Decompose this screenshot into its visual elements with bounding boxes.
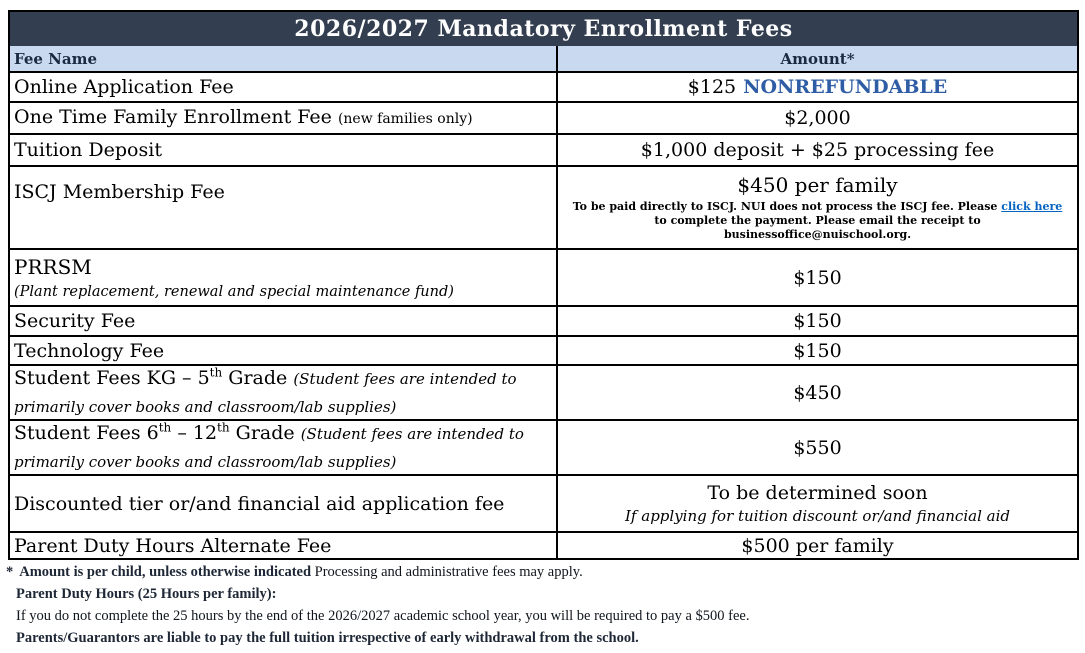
fee-name-iscj-membership: ISCJ Membership Fee — [10, 167, 558, 248]
table-row: Technology Fee $150 — [10, 335, 1077, 364]
table-row: Online Application Fee $125 NONREFUNDABLE — [10, 71, 1077, 101]
fee-label: Technology Fee — [14, 339, 165, 362]
amount-value: $550 — [793, 436, 842, 459]
fee-label: Tuition Deposit — [14, 139, 162, 161]
ordinal-suffix: th — [217, 420, 230, 435]
click-here-link[interactable]: click here — [1001, 200, 1063, 213]
fee-label: – 12 — [171, 421, 218, 444]
amount-value: $450 per family — [737, 173, 898, 197]
table-title: 2026/2027 Mandatory Enrollment Fees — [10, 12, 1077, 46]
table-row: Parent Duty Hours Alternate Fee $500 per… — [10, 531, 1077, 558]
footnote-parent-duty-hours: Parent Duty Hours (25 Hours per family): — [16, 586, 277, 602]
fee-name-parent-duty: Parent Duty Hours Alternate Fee — [10, 533, 558, 558]
fee-label: Grade — [222, 366, 294, 389]
amount-note: If applying for tuition discount or/and … — [625, 506, 1010, 525]
fee-label: ISCJ Membership Fee — [14, 181, 225, 203]
fee-label-subtitle: (Plant replacement, renewal and special … — [14, 283, 454, 300]
nonrefundable-badge: NONREFUNDABLE — [743, 76, 948, 98]
amount-value: $150 — [793, 266, 842, 289]
fee-label-note: (Student fees are intended to primarily … — [14, 424, 524, 471]
amount-value: $125 — [687, 76, 737, 98]
fee-name-family-enrollment: One Time Family Enrollment Fee (new fami… — [10, 103, 558, 133]
fee-name-technology: Technology Fee — [10, 337, 558, 364]
fee-amount-online-application: $125 NONREFUNDABLE — [558, 73, 1077, 101]
fee-name-student-fees-6-12: Student Fees 6th – 12th Grade (Student f… — [10, 421, 558, 474]
amount-value: $500 per family — [741, 534, 894, 557]
table-row: Student Fees KG – 5th Grade (Student fee… — [10, 364, 1077, 419]
table-row: Security Fee $150 — [10, 305, 1077, 335]
fee-label-note: (new families only) — [337, 111, 473, 127]
ordinal-suffix: th — [158, 420, 172, 435]
fee-label: Student Fees 6 — [14, 421, 159, 444]
table-row: Tuition Deposit $1,000 deposit + $25 pro… — [10, 133, 1077, 165]
footnote-regular-text: Processing and administrative fees may a… — [311, 564, 583, 580]
table-row: ISCJ Membership Fee $450 per family To b… — [10, 165, 1077, 248]
fee-amount-discounted-tier: To be determined soon If applying for tu… — [558, 476, 1077, 531]
fee-label: Security Fee — [14, 310, 136, 332]
fee-amount-student-fees-6-12: $550 — [558, 421, 1077, 474]
fees-table: 2026/2027 Mandatory Enrollment Fees Fee … — [8, 10, 1079, 560]
fee-amount-tuition-deposit: $1,000 deposit + $25 processing fee — [558, 135, 1077, 165]
table-row: One Time Family Enrollment Fee (new fami… — [10, 101, 1077, 133]
fee-amount-student-fees-kg5: $450 — [558, 366, 1077, 419]
table-row: Student Fees 6th – 12th Grade (Student f… — [10, 419, 1077, 474]
table-row: PRRSM (Plant replacement, renewal and sp… — [10, 248, 1077, 305]
note-text: To be paid directly to ISCJ. NUI does no… — [572, 200, 1002, 213]
fee-name-security: Security Fee — [10, 307, 558, 335]
fee-amount-parent-duty: $500 per family — [558, 533, 1077, 558]
fee-amount-iscj-membership: $450 per family To be paid directly to I… — [558, 167, 1077, 248]
fee-name-tuition-deposit: Tuition Deposit — [10, 135, 558, 165]
iscj-payment-note: To be paid directly to ISCJ. NUI does no… — [565, 200, 1070, 242]
fee-label: One Time Family Enrollment Fee — [14, 106, 338, 128]
fee-label: Grade — [229, 421, 301, 444]
amount-value: $450 — [793, 381, 842, 404]
amount-value: To be determined soon — [707, 481, 928, 504]
amount-value: $150 — [793, 339, 842, 362]
fee-label: Student Fees KG – 5 — [14, 366, 210, 389]
fee-name-discounted-tier: Discounted tier or/and financial aid app… — [10, 476, 558, 531]
column-header-amount: Amount* — [780, 49, 855, 68]
fee-label-note: (Student fees are intended to primarily … — [14, 369, 517, 416]
fee-amount-family-enrollment: $2,000 — [558, 103, 1077, 133]
fee-amount-prrsm: $150 — [558, 250, 1077, 305]
note-text: to complete the payment. Please email th… — [654, 214, 981, 241]
header-row: Fee Name Amount* — [10, 46, 1077, 71]
fee-label: Discounted tier or/and financial aid app… — [14, 492, 505, 515]
amount-value: $2,000 — [784, 107, 851, 129]
footnotes: * Amount is per child, unless otherwise i… — [6, 565, 1078, 653]
table-row: Discounted tier or/and financial aid app… — [10, 474, 1077, 531]
fee-amount-security: $150 — [558, 307, 1077, 335]
fee-label: Parent Duty Hours Alternate Fee — [14, 534, 332, 557]
fee-name-prrsm: PRRSM (Plant replacement, renewal and sp… — [10, 250, 558, 305]
footnote-bold-text: Amount is per child, unless otherwise in… — [19, 564, 312, 580]
footnote-amount-per-child: * Amount is per child, unless otherwise i… — [6, 565, 1078, 580]
fee-name-online-application: Online Application Fee — [10, 73, 558, 101]
fee-name-student-fees-kg5: Student Fees KG – 5th Grade (Student fee… — [10, 366, 558, 419]
footnote-parent-duty-detail: If you do not complete the 25 hours by t… — [16, 608, 750, 624]
ordinal-suffix: th — [209, 365, 223, 380]
column-header-fee-name: Fee Name — [10, 46, 558, 71]
asterisk: * — [6, 564, 14, 580]
fee-label: Online Application Fee — [14, 76, 234, 98]
amount-value: $150 — [793, 310, 842, 332]
amount-value: $1,000 deposit + $25 processing fee — [640, 139, 995, 161]
footnote-guarantors-liability: Parents/Guarantors are liable to pay the… — [16, 630, 639, 646]
fee-amount-technology: $150 — [558, 337, 1077, 364]
fee-label: PRRSM — [14, 254, 92, 279]
